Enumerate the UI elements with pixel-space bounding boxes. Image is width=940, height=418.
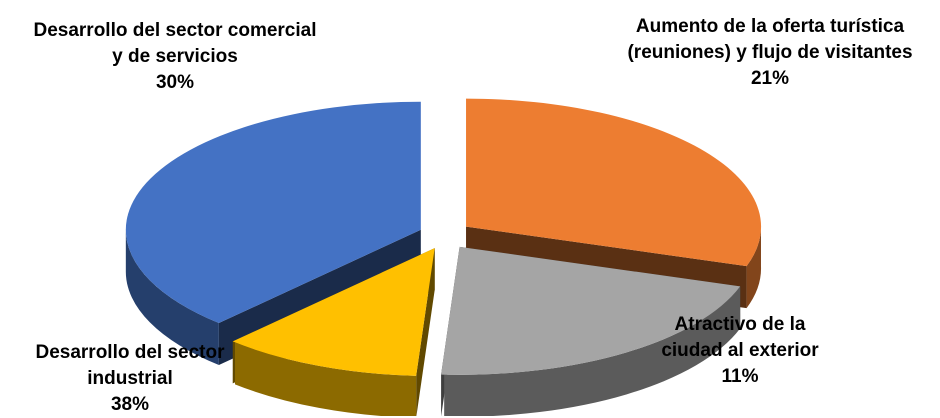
- slice-atractivo-side-1: [416, 248, 435, 416]
- slice-atractivo: [232, 248, 435, 416]
- slice-atractivo-top: [232, 248, 435, 376]
- slice-label-atractivo-line2: ciudad al exterior: [661, 340, 819, 361]
- slice-turistica: [441, 246, 741, 416]
- slice-label-turistica: Aumento de la oferta turística (reunione…: [600, 14, 940, 92]
- slice-label-atractivo: Atractivo de la ciudad al exterior 11%: [600, 312, 880, 390]
- slice-value-industrial: 38%: [110, 394, 150, 415]
- slice-label-atractivo-line1: Atractivo de la: [674, 314, 806, 335]
- slice-industrial-top: [125, 101, 421, 324]
- slice-label-comercial-line1: Desarrollo del sector comercial: [33, 20, 317, 41]
- slice-label-industrial-line1: Desarrollo del sector: [35, 342, 225, 363]
- slice-atractivo-wall-0: [234, 342, 417, 416]
- slices-layer: [125, 98, 762, 416]
- slice-label-turistica-line2: (reuniones) y flujo de visitantes: [627, 42, 913, 63]
- slice-value-turistica: 21%: [750, 68, 790, 89]
- slice-comercial-wall-0: [746, 224, 762, 309]
- slice-label-comercial-line2: y de servicios: [112, 46, 238, 67]
- slice-label-turistica-line1: Aumento de la oferta turística: [635, 16, 905, 37]
- slice-turistica-top: [441, 246, 741, 375]
- slice-comercial-top: [466, 98, 762, 267]
- slice-industrial-wall-0: [125, 229, 219, 366]
- slice-turistica-wall-0: [444, 286, 741, 416]
- slice-value-comercial: 30%: [155, 72, 195, 93]
- slice-label-industrial-line2: industrial: [87, 368, 173, 389]
- slice-label-comercial: Desarrollo del sector comercial y de ser…: [10, 18, 340, 96]
- slice-value-atractivo: 11%: [721, 366, 759, 387]
- slice-label-industrial: Desarrollo del sector industrial 38%: [10, 340, 250, 418]
